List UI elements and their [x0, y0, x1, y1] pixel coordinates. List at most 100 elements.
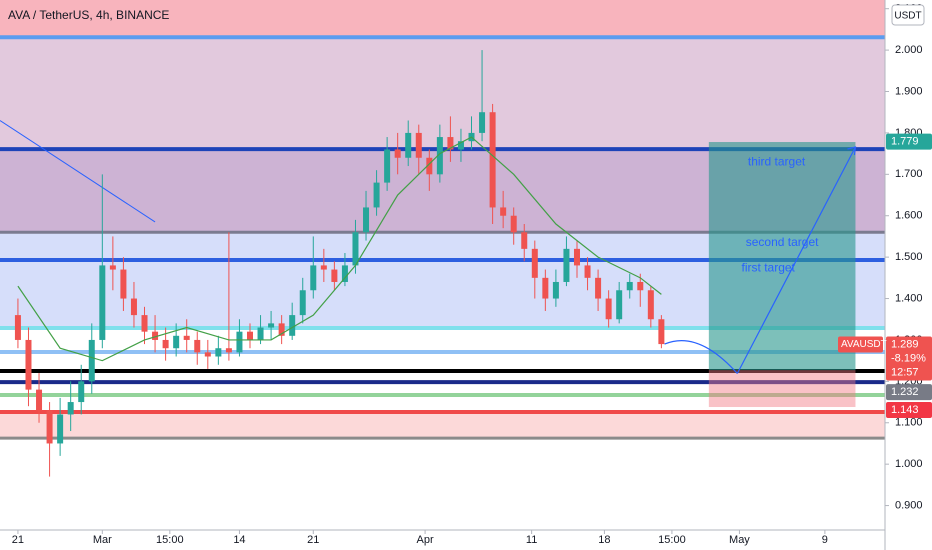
chart-title: AVA / TetherUS, 4h, BINANCE — [8, 8, 169, 22]
candle-body — [236, 331, 243, 353]
x-tick-label: 21 — [12, 534, 24, 546]
currency-label: USDT — [894, 11, 921, 22]
y-tick-label: 1.900 — [895, 85, 923, 97]
candle-body — [278, 323, 285, 336]
candle-body — [658, 319, 665, 345]
candle-body — [457, 141, 464, 150]
y-tick-label: 1.100 — [895, 417, 923, 429]
candle-body — [447, 137, 454, 150]
candle-body — [552, 281, 559, 299]
candle-body — [415, 132, 422, 158]
x-tick-label: 18 — [598, 534, 610, 546]
candle-body — [510, 215, 517, 233]
price-zone — [0, 0, 885, 38]
candle-body — [637, 281, 644, 291]
y-tick-label: 1.700 — [895, 168, 923, 180]
candle-body — [573, 248, 580, 266]
bar-countdown: 12:57 — [891, 366, 919, 378]
symbol-label-box — [838, 336, 883, 353]
candle-body — [183, 335, 190, 340]
candle-body — [626, 281, 633, 291]
x-tick-label: Apr — [417, 534, 434, 546]
x-tick-label: 11 — [526, 534, 537, 546]
x-tick-label: 15:00 — [658, 534, 686, 546]
candle-body — [14, 315, 21, 340]
candle-body — [204, 352, 211, 357]
candle-body — [173, 335, 180, 349]
price-label: 1.232 — [891, 386, 919, 398]
candle-body — [57, 414, 64, 444]
candle-body — [78, 381, 85, 403]
price-label: 1.143 — [891, 404, 919, 416]
x-tick-label: May — [729, 534, 750, 546]
x-tick-label: 9 — [822, 534, 828, 546]
profit-zone — [708, 142, 856, 371]
candle-body — [479, 112, 486, 133]
candle-body — [436, 137, 443, 175]
candle-body — [531, 248, 538, 278]
candle-body — [500, 207, 507, 216]
candle-body — [109, 265, 116, 270]
trendline — [0, 120, 156, 223]
candle-body — [563, 248, 570, 282]
candle-body — [215, 348, 222, 357]
annotation: third target — [748, 154, 806, 168]
candle-body — [162, 339, 169, 349]
y-tick-label: 1.500 — [895, 251, 923, 263]
candle-body — [426, 157, 433, 175]
candle-body — [36, 389, 43, 411]
candle-body — [257, 327, 264, 340]
candle-body — [584, 265, 591, 278]
plot-area: third target second target first target — [0, 0, 885, 477]
candle-body — [88, 339, 95, 382]
arrow-head — [847, 146, 857, 156]
candle-body — [46, 410, 53, 444]
price-label: 1.289 — [891, 338, 919, 350]
candle-body — [595, 277, 602, 299]
price-label-box — [886, 401, 932, 418]
price-change: -8.19% — [891, 352, 926, 364]
symbol-label: AVAUSDT — [841, 339, 887, 350]
x-tick-label: 15:00 — [156, 534, 184, 546]
candle-body — [405, 132, 412, 158]
projection-curve — [664, 340, 738, 374]
candle-body — [605, 298, 612, 320]
candle-body — [521, 232, 528, 249]
candle-body — [542, 277, 549, 299]
y-tick-label: 1.600 — [895, 210, 923, 222]
loss-zone — [708, 370, 856, 408]
candle-body — [141, 315, 148, 332]
price-zone — [0, 411, 885, 439]
y-tick-label: 2.000 — [895, 44, 923, 56]
currency-box — [891, 4, 925, 26]
candle-body — [268, 323, 275, 328]
candle-body — [384, 149, 391, 183]
candle-body — [373, 182, 380, 208]
candle-body — [352, 232, 359, 266]
candle-body — [341, 265, 348, 282]
candle-body — [67, 402, 74, 415]
candle-body — [299, 290, 306, 316]
y-tick-label: 0.900 — [895, 499, 923, 511]
price-label: 1.779 — [891, 136, 919, 148]
candle-body — [99, 265, 106, 340]
candle-body — [489, 112, 496, 208]
candle-body — [120, 269, 127, 299]
candle-body — [394, 149, 401, 158]
candle-body — [130, 298, 137, 316]
candle-body — [25, 339, 32, 390]
candle-body — [363, 207, 370, 233]
candle-body — [647, 290, 654, 320]
candle-body — [246, 331, 253, 340]
price-label-box — [886, 336, 932, 381]
x-tick-label: 14 — [233, 534, 245, 546]
annotation: first target — [742, 260, 796, 274]
candle-body — [320, 265, 327, 270]
x-tick-label: Mar — [93, 534, 112, 546]
moving-average — [17, 136, 662, 362]
candle-body — [310, 265, 317, 291]
annotation: second target — [746, 235, 819, 249]
price-label-box — [886, 384, 932, 401]
candle-body — [289, 315, 296, 336]
